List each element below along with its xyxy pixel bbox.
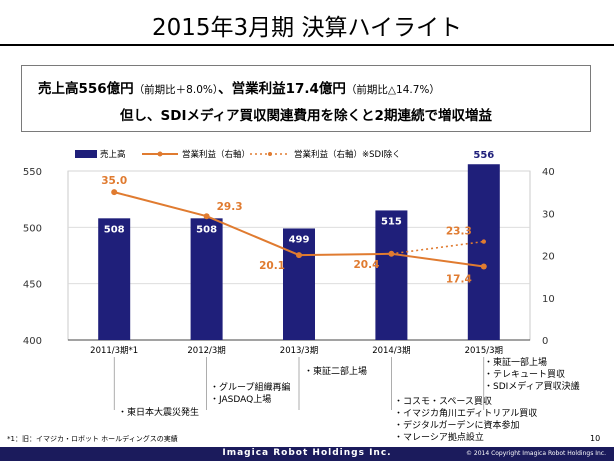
legend-label-op-profit-ex-sdi: 営業利益（右軸）※SDI除く	[294, 149, 401, 160]
y-right-tick-label: 40	[542, 167, 555, 178]
summary-box: 売上高556億円（前期比＋8.0%）、営業利益17.4億円（前期比△14.7%）…	[21, 65, 591, 132]
sales-change: （前期比＋8.0%）	[133, 84, 219, 96]
operating-profit-label: 20.1	[259, 260, 285, 272]
operating-profit-ex-sdi-point	[481, 239, 486, 244]
x-tick-label: 2013/3期	[280, 346, 318, 356]
revenue-bar-label: 499	[289, 234, 310, 245]
milestone-line: ・テレキュート買収	[484, 370, 566, 380]
operating-profit-label: 17.4	[446, 273, 472, 285]
operating-profit-point	[111, 189, 118, 196]
revenue-bar	[375, 210, 408, 340]
milestone-line: ・SDIメディア買収決議	[484, 382, 580, 392]
summary-line-2: 但し、SDIメディア買収関連費用を除くと2期連続で増収増益	[120, 108, 492, 124]
y-left-tick-label: 450	[23, 280, 42, 291]
revenue-bar	[467, 164, 500, 340]
revenue-bar-label: 508	[104, 224, 125, 235]
revenue-bar-label: 556	[473, 150, 494, 161]
operating-profit-point	[203, 213, 210, 220]
op-profit-change: （前期比△14.7%）	[345, 84, 440, 96]
operating-profit-label: 20.4	[353, 259, 379, 271]
legend-swatch-revenue	[75, 150, 97, 158]
legend-marker-op-profit	[157, 151, 163, 157]
revenue-bar	[283, 228, 315, 340]
milestone-line: ・東証一部上場	[484, 358, 548, 368]
legend-label-revenue: 売上高	[100, 149, 126, 160]
revenue-bar-label: 515	[381, 216, 402, 227]
revenue-bar-label: 508	[196, 224, 217, 235]
legend-marker-op-profit-ex-sdi	[268, 152, 272, 156]
operating-profit-label: 35.0	[101, 175, 127, 187]
milestone-2012: ・グループ組織再編 ・JASDAQ上場	[210, 382, 290, 406]
milestone-line: ・デジタルガーデンに資本参加	[394, 421, 520, 431]
operating-profit-ex-sdi-label: 23.3	[446, 226, 472, 238]
title-divider	[0, 44, 614, 46]
milestone-line: ・マレーシア拠点設立	[394, 433, 484, 443]
footer-bar: Imagica Robot Holdings Inc. © 2014 Copyr…	[0, 447, 614, 461]
revenue-bar	[190, 218, 223, 340]
x-tick-label: 2014/3期	[372, 346, 410, 356]
sales-summary: 売上高556億円	[38, 81, 134, 97]
y-right-tick-label: 30	[542, 209, 555, 220]
milestone-line: ・コスモ・スペース買収	[394, 397, 492, 407]
revenue-bar	[98, 218, 131, 340]
milestone-2013: ・東証二部上場	[304, 366, 367, 378]
x-tick-label: 2012/3期	[187, 346, 225, 356]
operating-profit-ex-sdi-line	[391, 240, 484, 255]
summary-line-1: 売上高556億円（前期比＋8.0%）、営業利益17.4億円（前期比△14.7%）	[38, 77, 440, 97]
x-tick-label: 2011/3期*1	[90, 346, 138, 356]
y-left-tick-label: 400	[23, 336, 42, 347]
footer-brand: Imagica Robot Holdings Inc.	[222, 448, 392, 458]
page-number: 10	[590, 434, 601, 443]
footer-copyright: © 2014 Copyright Imagica Robot Holdings …	[465, 450, 606, 457]
milestone-2014: ・コスモ・スペース買収・イマジカ角川エディトリアル買収 ・デジタルガーデンに資本参…	[394, 396, 537, 444]
y-left-tick-label: 500	[23, 223, 42, 234]
legend-label-op-profit: 営業利益（右軸）	[182, 149, 250, 160]
op-profit-summary: 営業利益17.4億円	[231, 81, 346, 97]
summary-separator: 、	[218, 81, 232, 97]
milestone-line: ・イマジカ角川エディトリアル買収	[394, 409, 538, 419]
milestone-line: ・グループ組織再編	[210, 383, 291, 393]
x-tick-label: 2015/3期	[465, 346, 503, 356]
operating-profit-label: 29.3	[217, 201, 243, 213]
milestone-2015: ・東証一部上場・テレキュート買収・SDIメディア買収決議	[484, 357, 580, 393]
operating-profit-ex-sdi-point	[389, 251, 394, 257]
y-right-tick-label: 20	[542, 252, 555, 263]
milestone-2011: ・東日本大震災発生	[118, 407, 199, 419]
y-right-tick-label: 0	[542, 336, 548, 347]
operating-profit-point	[480, 263, 487, 270]
y-right-tick-label: 10	[542, 294, 555, 305]
page-title: 2015年3月期 決算ハイライト	[151, 15, 463, 41]
milestone-line: ・東証二部上場	[304, 367, 368, 377]
footnote: *1：旧：イマジカ・ロボット ホールディングスの実績	[7, 435, 178, 443]
milestone-line: ・JASDAQ上場	[210, 395, 272, 405]
milestone-line: ・東日本大震災発生	[118, 408, 200, 418]
operating-profit-point	[296, 252, 302, 259]
y-left-tick-label: 550	[23, 167, 42, 178]
